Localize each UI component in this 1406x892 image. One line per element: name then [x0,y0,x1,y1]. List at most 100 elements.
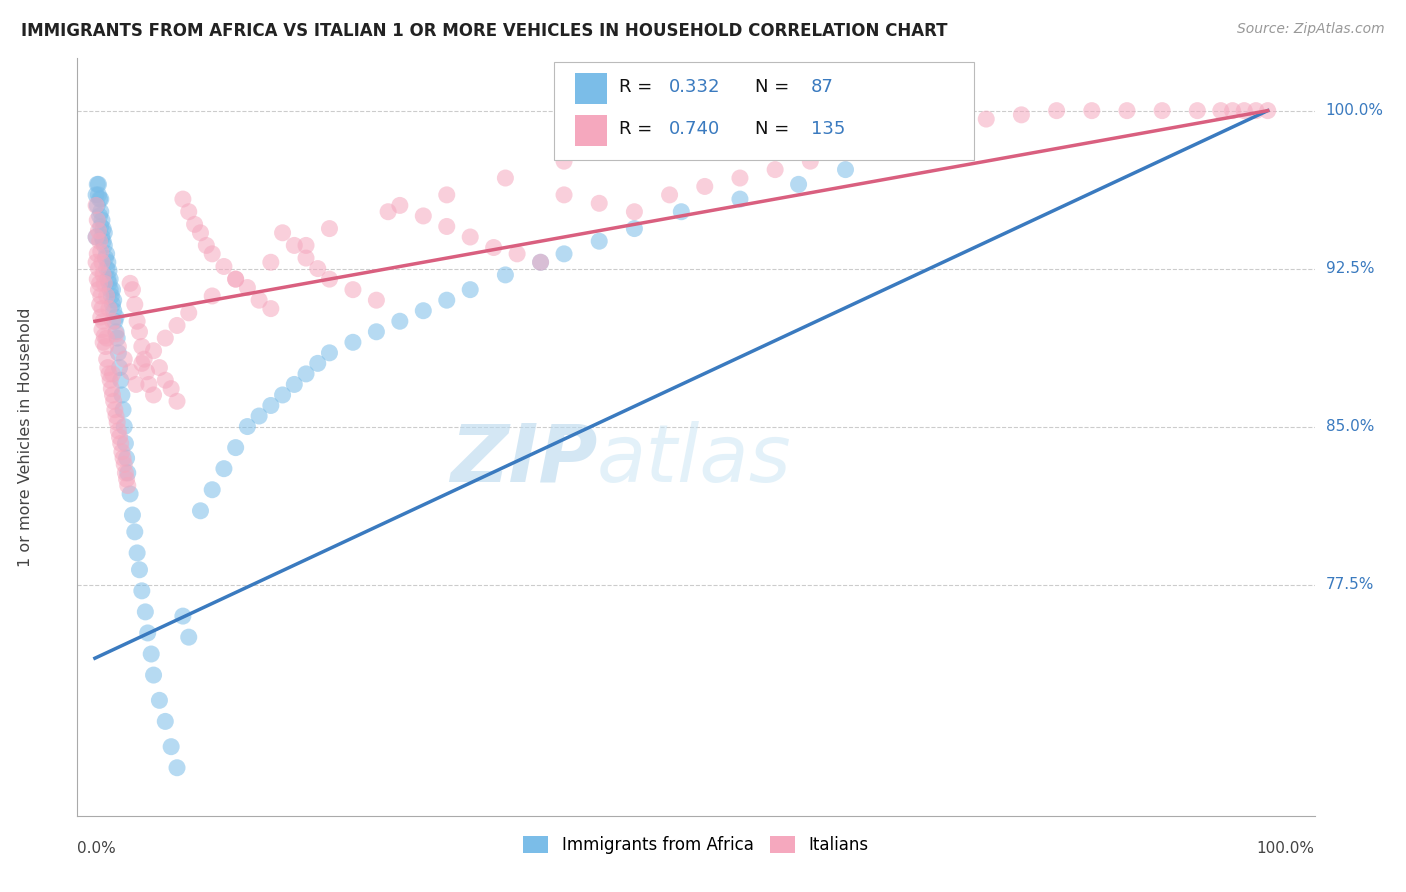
Point [89,209,111,223]
Point [142,668,165,682]
Point [84,255,107,269]
Point [366,325,388,339]
Point [86,198,108,212]
Text: atlas: atlas [598,421,792,499]
Point [94,339,117,353]
Point [436,293,458,308]
Point [212,260,235,274]
Point [763,162,786,177]
Point [105,325,128,339]
Point [671,128,693,143]
Point [1081,103,1104,118]
Point [91,230,114,244]
Point [131,339,153,353]
Point [834,145,856,160]
Point [295,367,318,381]
Point [172,192,194,206]
Point [112,458,135,472]
Point [101,314,124,328]
Point [166,318,188,333]
Point [482,240,505,254]
Point [131,356,153,370]
Text: 1 or more Vehicles in Household: 1 or more Vehicles in Household [18,308,32,566]
Point [295,251,318,265]
Point [138,377,160,392]
Text: 135: 135 [811,120,845,138]
Point [105,409,128,423]
Point [98,367,121,381]
Point [225,272,247,286]
Point [101,283,124,297]
Point [120,365,142,379]
Point [201,247,224,261]
Text: R =: R = [619,78,658,96]
Point [121,283,143,297]
Point [103,293,125,308]
Point [155,373,177,387]
Point [87,283,110,297]
Point [105,415,128,429]
Text: 85.0%: 85.0% [1326,419,1374,434]
Point [112,451,135,466]
Point [105,331,128,345]
Point [846,103,869,118]
Point [1222,103,1244,118]
Point [190,504,212,518]
Point [120,487,142,501]
Text: 0.740: 0.740 [669,120,720,138]
Point [283,377,305,392]
Point [87,261,110,276]
Point [90,244,112,259]
Point [97,272,120,286]
Point [93,226,115,240]
Point [458,230,481,244]
Point [190,226,212,240]
Point [172,609,194,624]
Point [506,247,529,261]
Point [458,283,481,297]
Point [623,221,645,235]
Point [96,289,118,303]
Point [98,263,121,277]
Point [96,352,118,367]
Point [100,382,122,396]
Point [89,297,111,311]
Point [283,238,305,252]
Point [201,483,224,497]
Point [939,120,962,135]
Point [91,213,114,227]
Point [98,373,121,387]
Point [112,352,135,367]
Point [84,198,107,212]
Point [177,306,200,320]
Point [142,388,165,402]
Point [166,394,188,409]
Point [728,120,751,135]
Point [104,402,127,417]
Point [125,377,148,392]
Point [94,251,117,265]
Point [120,277,142,291]
Point [166,761,188,775]
Point [101,367,124,381]
Point [177,204,200,219]
Point [121,508,143,522]
Point [728,171,751,186]
Point [142,343,165,358]
Text: 100.0%: 100.0% [1326,103,1384,118]
Point [271,388,294,402]
Point [124,524,146,539]
Point [97,360,120,375]
Point [658,187,681,202]
Point [412,303,434,318]
Point [1116,103,1139,118]
Point [89,277,111,291]
Text: R =: R = [619,120,658,138]
Point [127,546,149,560]
Point [260,301,283,316]
Point [295,238,318,252]
Point [148,360,170,375]
Point [84,230,107,244]
Point [91,221,114,235]
Point [114,466,136,480]
